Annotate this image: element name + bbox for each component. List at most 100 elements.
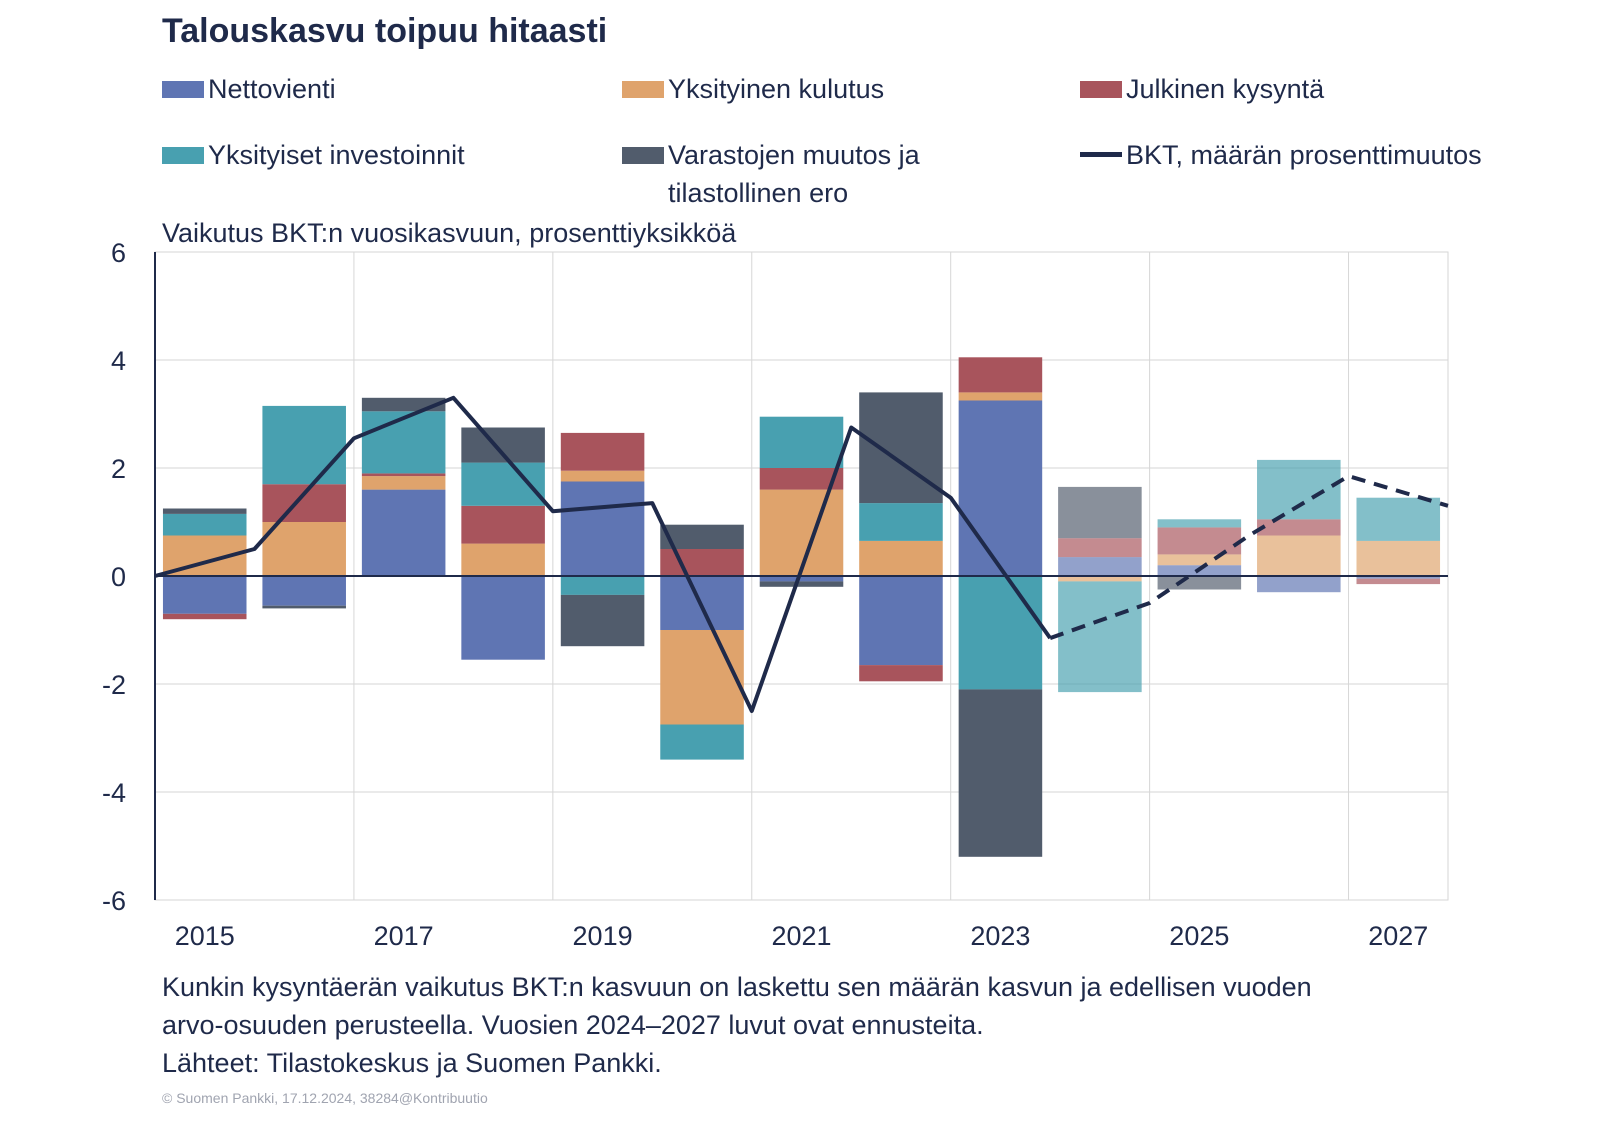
bar-nettovienti-2015 (162, 576, 247, 614)
legend-swatch (622, 147, 664, 164)
gdp-line-actual (154, 395, 1052, 713)
note-line-2: arvo-osuuden perusteella. Vuosien 2024–2… (162, 1010, 984, 1040)
x-tick-label: 2017 (374, 921, 434, 951)
bar-yksityinen-kulutus-2018 (461, 543, 545, 576)
bar-yksityinen-kulutus-2025 (1157, 554, 1242, 566)
legend-item-nettovienti: Nettovienti (162, 70, 336, 108)
bar-nettovienti-2022 (859, 576, 943, 666)
bar-julkinen-kysyntä-2018 (461, 505, 545, 544)
y-tick-label: 2 (111, 454, 126, 484)
chart-title: Talouskasvu toipuu hitaasti (162, 12, 608, 50)
bar-yksityiset-investoinnit-2026 (1257, 459, 1341, 520)
x-tick-label: 2025 (1169, 921, 1229, 951)
bar-yksityiset-investoinnit-2016 (262, 405, 346, 485)
legend-swatch (162, 147, 204, 164)
bar-yksityiset-investoinnit-2023 (958, 576, 1043, 690)
bar-yksityinen-kulutus-2019 (560, 470, 645, 482)
bar-varastojen-muutos-ja-tilastollinen-ero-2023 (958, 689, 1043, 857)
bar-yksityiset-investoinnit-2022 (859, 503, 943, 541)
bar-varastojen-muutos-ja-tilastollinen-ero-2022 (859, 392, 943, 504)
bar-yksityiset-investoinnit-2018 (461, 462, 545, 506)
bar-nettovienti-2024 (1058, 557, 1142, 576)
bar-julkinen-kysyntä-2026 (1257, 519, 1341, 536)
legend-label: Varastojen muutos ja tilastollinen ero (668, 140, 920, 208)
y-tick-label: -6 (102, 886, 126, 916)
copyright: © Suomen Pankki, 17.12.2024, 38284@Kontr… (162, 1090, 488, 1106)
bar-varastojen-muutos-ja-tilastollinen-ero-2024 (1058, 486, 1142, 539)
x-tick-label: 2023 (970, 921, 1030, 951)
y-tick-label: 6 (111, 238, 126, 268)
bar-nettovienti-2021 (759, 576, 844, 582)
bar-julkinen-kysyntä-2024 (1058, 538, 1142, 558)
legend-item-yksityiset-investoinnit: Yksityiset investoinnit (162, 136, 465, 174)
bar-varastojen-muutos-ja-tilastollinen-ero-2025 (1157, 576, 1242, 590)
legend-line-swatch (1080, 152, 1122, 157)
bar-julkinen-kysyntä-2022 (859, 665, 943, 682)
bar-yksityiset-investoinnit-2021 (759, 416, 844, 468)
bar-yksityinen-kulutus-2023 (958, 392, 1043, 401)
bar-nettovienti-2027 (1356, 576, 1441, 579)
legend-item-bkt: BKT, määrän prosenttimuutos (1080, 136, 1482, 174)
bar-yksityinen-kulutus-2027 (1356, 540, 1441, 576)
bar-yksityiset-investoinnit-2017 (361, 411, 446, 474)
bar-yksityinen-kulutus-2024 (1058, 576, 1142, 582)
bar-nettovienti-2016 (262, 576, 346, 606)
y-tick-label: 0 (111, 562, 126, 592)
bar-varastojen-muutos-ja-tilastollinen-ero-2015 (162, 508, 247, 514)
bar-yksityinen-kulutus-2020 (660, 630, 744, 725)
bar-yksityinen-kulutus-2017 (361, 476, 446, 490)
legend-label: Yksityiset investoinnit (208, 140, 465, 170)
y-tick-label: -4 (102, 778, 126, 808)
y-tick-label: -2 (102, 670, 126, 700)
bar-nettovienti-2019 (560, 481, 645, 576)
bar-nettovienti-2026 (1257, 576, 1341, 593)
legend-label: Yksityinen kulutus (668, 74, 885, 104)
chart-area: 6 4 2 0 -2 -4 -6 2015 2017 2019 2021 2023 2025 2027 (102, 238, 1449, 951)
bar-varastojen-muutos-ja-tilastollinen-ero-2021 (759, 581, 844, 587)
bar-julkinen-kysyntä-2017 (361, 473, 446, 477)
note-line-3: Lähteet: Tilastokeskus ja Suomen Pankki. (162, 1048, 662, 1078)
bar-varastojen-muutos-ja-tilastollinen-ero-2019 (560, 594, 645, 647)
bar-yksityiset-investoinnit-2015 (162, 513, 247, 536)
x-tick-label: 2015 (175, 921, 235, 951)
legend-label: BKT, määrän prosenttimuutos (1126, 140, 1482, 170)
legend-item-julkinen-kysynta: Julkinen kysyntä (1080, 70, 1324, 108)
legend-item-yksityinen-kulutus: Yksityinen kulutus (622, 70, 884, 108)
bar-julkinen-kysyntä-2025 (1157, 527, 1242, 555)
x-tick-label: 2019 (573, 921, 633, 951)
x-tick-label: 2027 (1368, 921, 1428, 951)
legend-label: Julkinen kysyntä (1126, 74, 1325, 104)
note-line-1: Kunkin kysyntäerän vaikutus BKT:n kasvuu… (162, 972, 1312, 1002)
bar-yksityiset-investoinnit-2019 (560, 576, 645, 595)
legend: Nettovienti Yksityinen kulutus Julkinen … (162, 70, 1582, 220)
bar-julkinen-kysyntä-2016 (262, 484, 346, 522)
bar-julkinen-kysyntä-2021 (759, 468, 844, 490)
bar-yksityinen-kulutus-2022 (859, 540, 943, 576)
legend-label: Nettovienti (208, 74, 336, 104)
bar-yksityiset-investoinnit-2027 (1356, 497, 1441, 541)
bar-nettovienti-2018 (461, 576, 545, 660)
bar-julkinen-kysyntä-2020 (660, 549, 744, 576)
bar-julkinen-kysyntä-2027 (1356, 578, 1441, 585)
gdp-line-forecast (1049, 474, 1449, 640)
bar-yksityiset-investoinnit-2024 (1058, 581, 1142, 693)
bar-varastojen-muutos-ja-tilastollinen-ero-2016 (262, 605, 346, 609)
bar-julkinen-kysyntä-2023 (958, 357, 1043, 393)
legend-swatch (162, 81, 204, 98)
bar-yksityiset-investoinnit-2025 (1157, 519, 1242, 528)
legend-swatch (622, 81, 664, 98)
bar-yksityiset-investoinnit-2020 (660, 724, 744, 760)
y-axis-label: Vaikutus BKT:n vuosikasvuun, prosenttiyk… (162, 218, 737, 248)
bar-yksityinen-kulutus-2016 (262, 522, 346, 576)
chart-notes: Kunkin kysyntäerän vaikutus BKT:n kasvuu… (162, 968, 1312, 1082)
bar-nettovienti-2017 (361, 489, 446, 576)
bar-julkinen-kysyntä-2019 (560, 432, 645, 471)
bar-yksityinen-kulutus-2026 (1257, 535, 1341, 576)
y-tick-label: 4 (111, 346, 126, 376)
x-tick-label: 2021 (771, 921, 831, 951)
legend-item-varastojen-muutos: Varastojen muutos ja tilastollinen ero (622, 136, 962, 212)
bar-yksityinen-kulutus-2021 (759, 489, 844, 576)
bar-julkinen-kysyntä-2015 (162, 613, 247, 620)
legend-swatch (1080, 81, 1122, 98)
bar-nettovienti-2023 (958, 400, 1043, 576)
